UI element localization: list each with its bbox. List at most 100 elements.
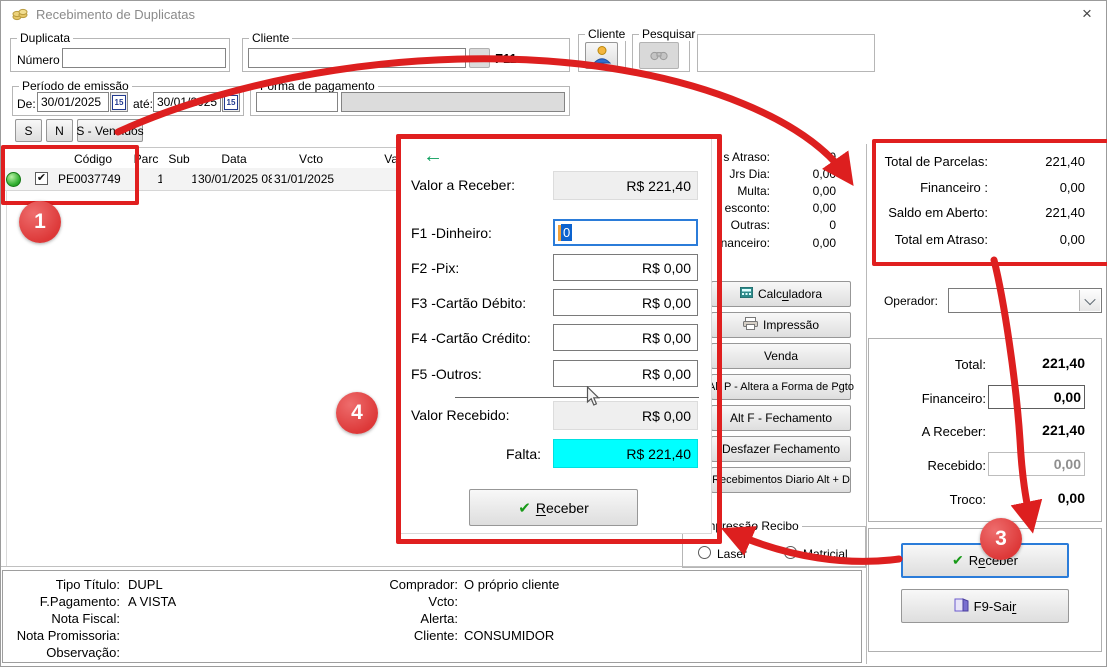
filter-s-button[interactable]: S (15, 119, 42, 142)
charges-label: Outras: (730, 218, 770, 232)
detail-label: Alerta: (420, 611, 458, 626)
summary-label: Total de Parcelas: (884, 154, 988, 169)
charges-label: esconto: (724, 201, 770, 215)
f5-outros-input[interactable]: R$ 0,00 (553, 360, 698, 387)
detail-label: Comprador: (389, 577, 458, 592)
venda-button[interactable]: Venda (711, 343, 851, 369)
summary-label: Saldo em Aberto: (888, 205, 988, 220)
detail-value: CONSUMIDOR (464, 628, 555, 643)
grid-header-codigo[interactable]: Código (56, 147, 131, 170)
troco-label: Troco: (949, 492, 986, 507)
de-label: De: (17, 97, 36, 111)
grid-left-line (6, 190, 7, 566)
detail-label: Vcto: (428, 594, 458, 609)
de-input[interactable] (37, 92, 109, 112)
dropdown-button[interactable] (1079, 290, 1100, 311)
calculadora-button[interactable]: Calculadora (711, 281, 851, 307)
f3-cartao-debito-input[interactable]: R$ 0,00 (553, 289, 698, 316)
title-bar: Recebimento de Duplicatas × (0, 0, 1107, 28)
coins-icon (12, 6, 29, 24)
total-label: Total: (954, 357, 986, 372)
filter-n-button[interactable]: N (46, 119, 73, 142)
summary-label: Financeiro : (920, 180, 988, 195)
detail-label: Tipo Título: (55, 577, 120, 592)
numero-label: Número (17, 53, 60, 67)
charges-value: 0,00 (812, 184, 836, 198)
selected-text: 0 (561, 224, 573, 241)
f9-sair-label: F9-Sair (973, 598, 1017, 614)
right-panel-separator (866, 144, 867, 664)
detail-label: Nota Promissoria: (16, 628, 120, 643)
detail-label: Nota Fiscal: (51, 611, 120, 626)
close-icon[interactable]: × (1082, 4, 1092, 23)
modal-divider (455, 397, 699, 398)
window-title: Recebimento de Duplicatas (36, 7, 195, 22)
grid-row-codigo[interactable]: PE0037749 (56, 168, 135, 191)
troco-value: 0,00 (1057, 490, 1085, 506)
falta-field: R$ 221,40 (553, 439, 698, 468)
charges-value: 0,00 (812, 201, 836, 215)
mouse-cursor (586, 385, 601, 410)
status-green-icon (6, 172, 21, 187)
valor-a-receber-field: R$ 221,40 (553, 171, 698, 200)
f4-cartao-credito-input[interactable]: R$ 0,00 (553, 324, 698, 351)
impressao-label: Impressão (762, 318, 820, 332)
f3-cartao-debito-label: F3 -Cartão Débito: (411, 295, 527, 311)
detail-value: O próprio cliente (464, 577, 560, 592)
back-arrow-icon[interactable]: ← (423, 145, 443, 167)
door-icon (954, 597, 969, 615)
f2-pix-label: F2 -Pix: (411, 260, 460, 276)
valor-recebido-label: Valor Recebido: (411, 407, 510, 423)
f1-dinheiro-label: F1 -Dinheiro: (411, 225, 492, 241)
detail-value: DUPL (128, 577, 163, 592)
cliente-button-group-label: Cliente (585, 27, 629, 41)
cliente-button-group: Cliente (578, 27, 629, 72)
summary-value: 221,40 (1045, 205, 1085, 220)
recebido-label: Recebido: (927, 458, 986, 473)
details-panel (2, 570, 862, 663)
charges-label: Multa: (737, 184, 770, 198)
modal-receber-label: Receber (535, 499, 589, 516)
areceber-label: A Receber: (921, 424, 986, 439)
text-caret (558, 224, 561, 241)
row-checkbox[interactable]: ✔ (35, 172, 48, 185)
check-icon: ✔ (518, 499, 531, 517)
altf-button[interactable]: Alt F - Fechamento (711, 405, 851, 431)
total-value: 221,40 (1042, 355, 1085, 371)
f4-cartao-credito-label: F4 -Cartão Crédito: (411, 330, 531, 346)
summary-label: Total em Atraso: (894, 232, 988, 247)
summary-value: 0,00 (1059, 180, 1085, 195)
modal-receber-button[interactable]: ✔ Receber (469, 489, 638, 526)
pesquisar-group-label: Pesquisar (639, 27, 699, 41)
detail-label: Observação: (46, 645, 120, 660)
impressao-button[interactable]: Impressão (711, 312, 851, 338)
valor-recebido-field: R$ 0,00 (553, 401, 698, 430)
detail-label: Cliente: (413, 628, 458, 643)
grid-bottom-line (0, 566, 866, 567)
f2-pix-input[interactable]: R$ 0,00 (553, 254, 698, 281)
falta-label: Falta: (505, 446, 541, 462)
cliente-group-label: Cliente (249, 31, 293, 45)
calculadora-label: Calculadora (757, 287, 823, 301)
desfazer-fechamento-button[interactable]: Desfazer Fechamento (711, 436, 851, 462)
f9-sair-button[interactable]: F9-Sair (901, 589, 1069, 623)
payment-modal: ← Valor a Receber: R$ 221,40 F1 -Dinheir… (398, 136, 712, 534)
charges-label: nanceiro: (720, 236, 770, 250)
printer-icon (742, 317, 758, 333)
detail-label: F.Pagamento: (39, 594, 120, 609)
charges-value: 0,00 (812, 236, 836, 250)
areceber-value: 221,40 (1042, 422, 1085, 438)
recebimentos-diario-button[interactable]: Recebimentos Diario Alt + D (711, 467, 851, 493)
duplicata-group-label: Duplicata (17, 31, 74, 45)
valor-a-receber-label: Valor a Receber: (411, 177, 516, 193)
summary-value: 221,40 (1045, 154, 1085, 169)
laser-radio[interactable] (698, 546, 711, 559)
periodo-group-label: Período de emissão (19, 79, 132, 93)
operador-label: Operador: (883, 294, 938, 308)
check-icon: ✔ (952, 552, 964, 568)
detail-value: A VISTA (128, 594, 177, 609)
charges-value: 0 (829, 218, 836, 232)
f1-dinheiro-input[interactable]: 0 (553, 219, 698, 246)
summary-value: 0,00 (1059, 232, 1085, 247)
financeiro-label: Financeiro: (921, 391, 986, 406)
